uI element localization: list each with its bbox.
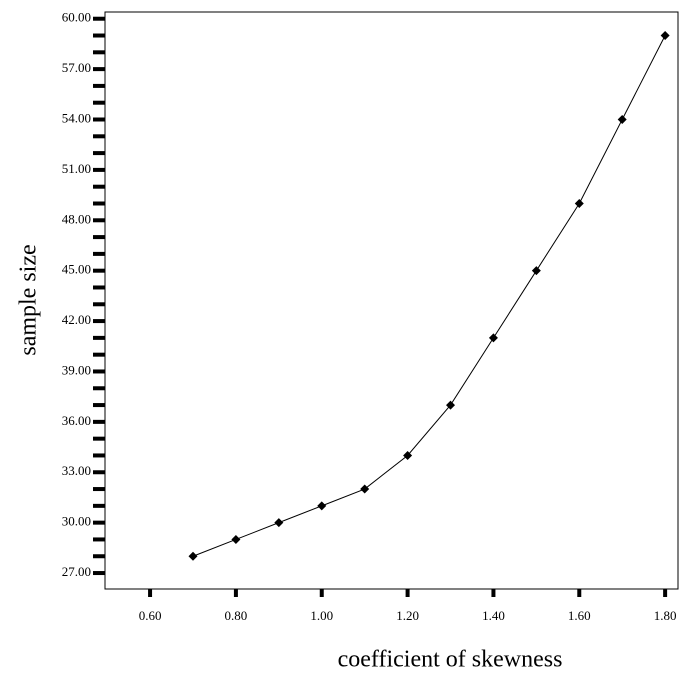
y-tick-label: 27.00 [62, 564, 91, 579]
y-tick-label: 36.00 [62, 413, 91, 428]
y-tick-label: 30.00 [62, 514, 91, 529]
data-point [531, 266, 541, 276]
data-point [403, 450, 413, 460]
x-tick-label: 0.80 [225, 608, 248, 623]
data-point [488, 333, 498, 343]
x-tick-label: 1.40 [482, 608, 505, 623]
y-tick-label: 39.00 [62, 362, 91, 377]
plot-frame [104, 11, 679, 590]
y-tick-label: 57.00 [62, 60, 91, 75]
data-point [446, 400, 456, 410]
data-point [188, 551, 198, 561]
data-point [360, 484, 370, 494]
series-line [192, 35, 666, 557]
x-tick-label: 1.00 [310, 608, 333, 623]
x-tick-label: 1.80 [654, 608, 677, 623]
data-point [574, 198, 584, 208]
data-point [617, 115, 627, 125]
x-tick-label: 1.20 [396, 608, 419, 623]
data-point [231, 534, 241, 544]
y-tick-label: 45.00 [62, 262, 91, 277]
data-point [660, 31, 670, 41]
y-tick-label: 51.00 [62, 161, 91, 176]
y-tick-label: 33.00 [62, 463, 91, 478]
y-tick-label: 42.00 [62, 312, 91, 327]
y-axis-title: sample size [16, 244, 42, 355]
data-point [274, 518, 284, 528]
x-axis-title: coefficient of skewness [338, 647, 563, 673]
x-tick-label: 0.60 [139, 608, 162, 623]
data-point [317, 501, 327, 511]
x-tick-label: 1.60 [568, 608, 591, 623]
y-tick-label: 54.00 [62, 110, 91, 125]
y-tick-label: 60.00 [62, 10, 91, 25]
y-tick-label: 48.00 [62, 211, 91, 226]
